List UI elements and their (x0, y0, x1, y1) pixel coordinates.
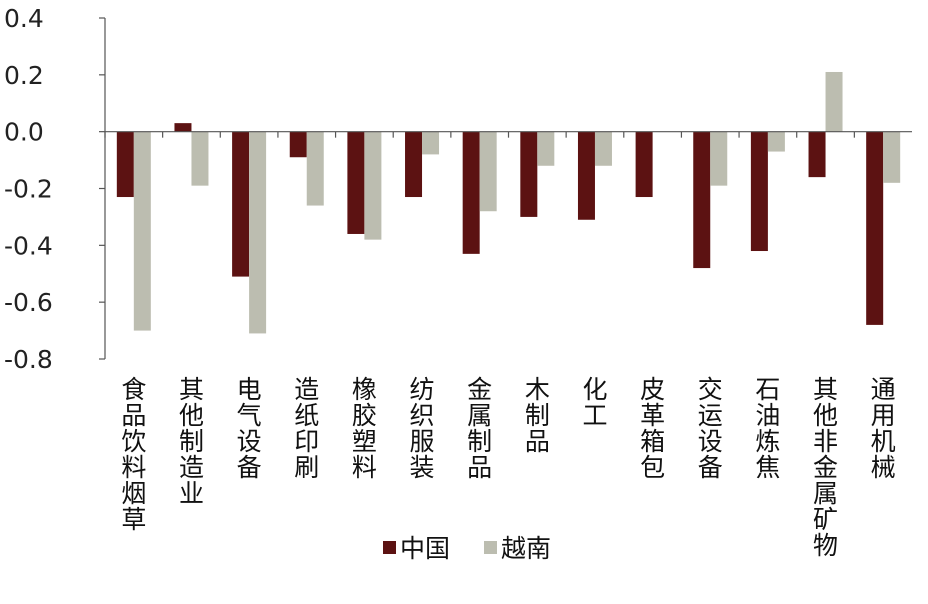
bar-china (347, 131, 365, 234)
y-axis: 0.4 0.2 0.0 -0.2 -0.4 -0.6 -0.8 (4, 4, 106, 374)
bar-vietnam (883, 131, 901, 183)
bar-china (174, 123, 192, 132)
legend-label-china: 中国 (400, 534, 450, 563)
y-tick-label: -0.4 (4, 231, 53, 260)
x-tick-label: 木制品 (525, 375, 550, 456)
legend-swatch-vietnam (484, 541, 497, 554)
bar-vietnam (710, 131, 728, 186)
bar-china (520, 131, 538, 217)
bar-vietnam (249, 131, 267, 334)
y-tick-label: 0.2 (4, 61, 44, 90)
bar-china (750, 131, 768, 252)
bar-vietnam (825, 71, 843, 132)
bar-china (635, 131, 653, 198)
y-tick-label: -0.6 (4, 288, 53, 317)
y-tick-label: -0.2 (4, 175, 53, 204)
legend-swatch-china (383, 541, 396, 554)
bar-china (232, 131, 250, 277)
bar-vietnam (306, 131, 324, 206)
x-tick-label: 金属制品 (467, 375, 492, 482)
x-tick-label: 交运设备 (698, 375, 723, 482)
bar-china (693, 131, 711, 269)
bar-china (289, 131, 307, 158)
bar-china (405, 131, 423, 198)
x-tick-label: 食品饮料烟草 (121, 375, 146, 534)
y-tick-label: -0.8 (4, 345, 53, 374)
x-tick-label: 通用机械 (871, 375, 896, 482)
bar-vietnam (191, 131, 209, 186)
bar-vietnam (537, 131, 555, 166)
y-tick-label: 0.4 (4, 4, 44, 33)
bar-china (866, 131, 884, 325)
legend: 中国 越南 (383, 534, 551, 563)
x-tick-label: 石油炼焦 (755, 375, 780, 482)
x-tick-label: 造纸印刷 (294, 375, 319, 482)
bar-china (577, 131, 595, 220)
bar-vietnam (594, 131, 612, 166)
x-tick-label: 其他制造业 (179, 375, 204, 508)
x-axis: 食品饮料烟草 其他制造业 电气设备 造纸印刷 橡胶塑料 纺织服装 金属制品 木制品 化工 皮革箱包… (104, 131, 912, 560)
bar-china (462, 131, 480, 254)
bar-vietnam (133, 131, 151, 331)
bar-china (808, 131, 826, 178)
x-tick-label: 化工 (582, 375, 607, 430)
bars (116, 71, 901, 334)
bar-china (116, 131, 134, 198)
y-tick-label: 0.0 (4, 118, 44, 147)
x-tick-label: 橡胶塑料 (352, 375, 377, 482)
bar-vietnam (422, 131, 440, 155)
x-tick-label: 纺织服装 (410, 375, 435, 482)
x-tick-label: 电气设备 (237, 375, 262, 482)
bar-vietnam (479, 131, 497, 212)
x-tick-label: 皮革箱包 (640, 375, 665, 482)
bar-vietnam (767, 131, 785, 152)
x-tick-label: 其他非金属矿物 (813, 375, 838, 560)
bar-vietnam (364, 131, 382, 240)
legend-label-vietnam: 越南 (501, 534, 551, 563)
